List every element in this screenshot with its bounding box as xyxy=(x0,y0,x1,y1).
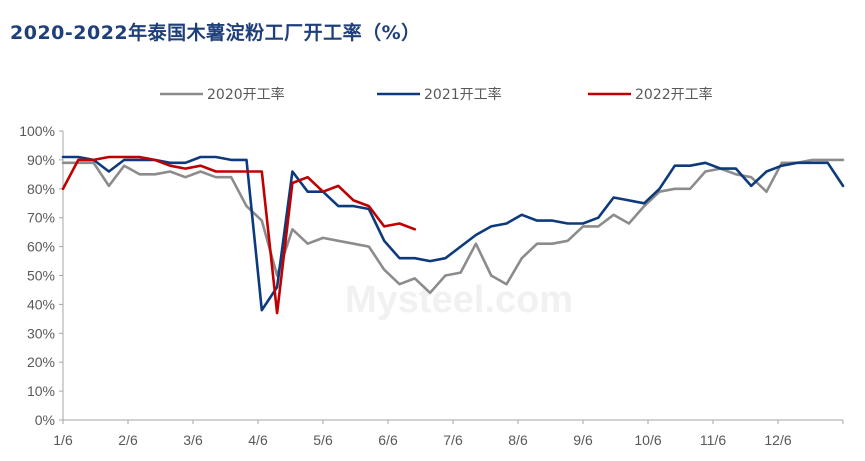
y-tick-label: 10% xyxy=(27,383,55,399)
x-tick-label: 7/6 xyxy=(443,432,463,448)
watermark: Mysteel.com xyxy=(345,279,573,321)
y-tick-label: 20% xyxy=(27,354,55,370)
x-tick-label: 3/6 xyxy=(183,432,203,448)
legend-label-3: 2022开工率 xyxy=(635,86,713,103)
x-tick-label: 6/6 xyxy=(378,432,398,448)
x-tick-label: 1/6 xyxy=(53,432,73,448)
y-tick-label: 60% xyxy=(27,239,55,255)
y-tick-label: 70% xyxy=(27,210,55,226)
series-line-2 xyxy=(61,155,845,312)
x-tick-label: 11/6 xyxy=(700,432,726,448)
y-tick-label: 100% xyxy=(19,123,55,139)
y-tick-label: 50% xyxy=(27,268,55,284)
y-tick-label: 80% xyxy=(27,181,55,197)
x-tick-label: 10/6 xyxy=(634,432,661,448)
y-tick-label: 40% xyxy=(27,296,55,312)
legend-label-1: 2020开工率 xyxy=(207,86,285,103)
series-line-3 xyxy=(61,155,417,315)
legend-label-2: 2021开工率 xyxy=(424,86,502,103)
y-tick-label: 90% xyxy=(27,152,55,168)
y-tick-label: 0% xyxy=(35,412,55,428)
x-tick-label: 8/6 xyxy=(508,432,528,448)
x-tick-label: 9/6 xyxy=(573,432,593,448)
series-line-1 xyxy=(61,158,845,295)
chart-title: 2020-2022年泰国木薯淀粉工厂开工率（%） xyxy=(10,22,421,44)
x-tick-label: 4/6 xyxy=(248,432,268,448)
x-tick-label: 5/6 xyxy=(313,432,333,448)
y-tick-label: 30% xyxy=(27,325,55,341)
x-tick-label: 2/6 xyxy=(118,432,138,448)
x-tick-label: 12/6 xyxy=(764,432,791,448)
